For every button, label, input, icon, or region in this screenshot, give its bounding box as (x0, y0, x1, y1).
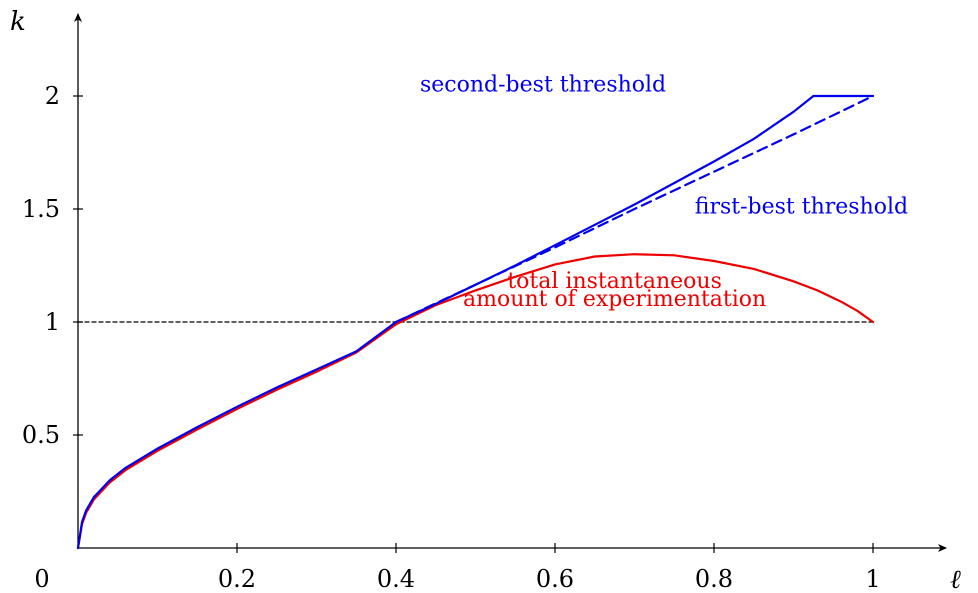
annotations: second-best threshold first-best threshol… (420, 72, 908, 312)
annotation-exp-line2: amount of experimentation (463, 287, 766, 312)
y-axis-label: k (10, 7, 26, 37)
x-axis-label: ℓ (950, 565, 961, 593)
annotation-second-best: second-best threshold (420, 72, 666, 97)
x-tick-label: 0.2 (218, 565, 256, 593)
annotation-first-best: first-best threshold (695, 195, 908, 220)
x-tick-label: 0.8 (695, 565, 733, 593)
y-tick-label: 1.5 (22, 195, 60, 223)
x-tick-label: 0.6 (536, 565, 574, 593)
series-line-second-best (76, 94, 875, 550)
y-tick-label: 0.5 (22, 421, 60, 449)
y-tick-label: 1 (45, 308, 60, 336)
x-tick-label: 0.4 (377, 565, 415, 593)
x-tick-label: 1 (865, 565, 880, 593)
axes (74, 13, 947, 552)
y-tick-label: 2 (45, 82, 60, 110)
ticks: 0.2 0.4 0.6 0.8 1 0 0.5 1 1.5 2 (22, 82, 881, 593)
x-origin-label: 0 (34, 565, 49, 593)
series-group (76, 94, 875, 550)
annotation-exp-line1: total instantaneous (507, 269, 722, 294)
